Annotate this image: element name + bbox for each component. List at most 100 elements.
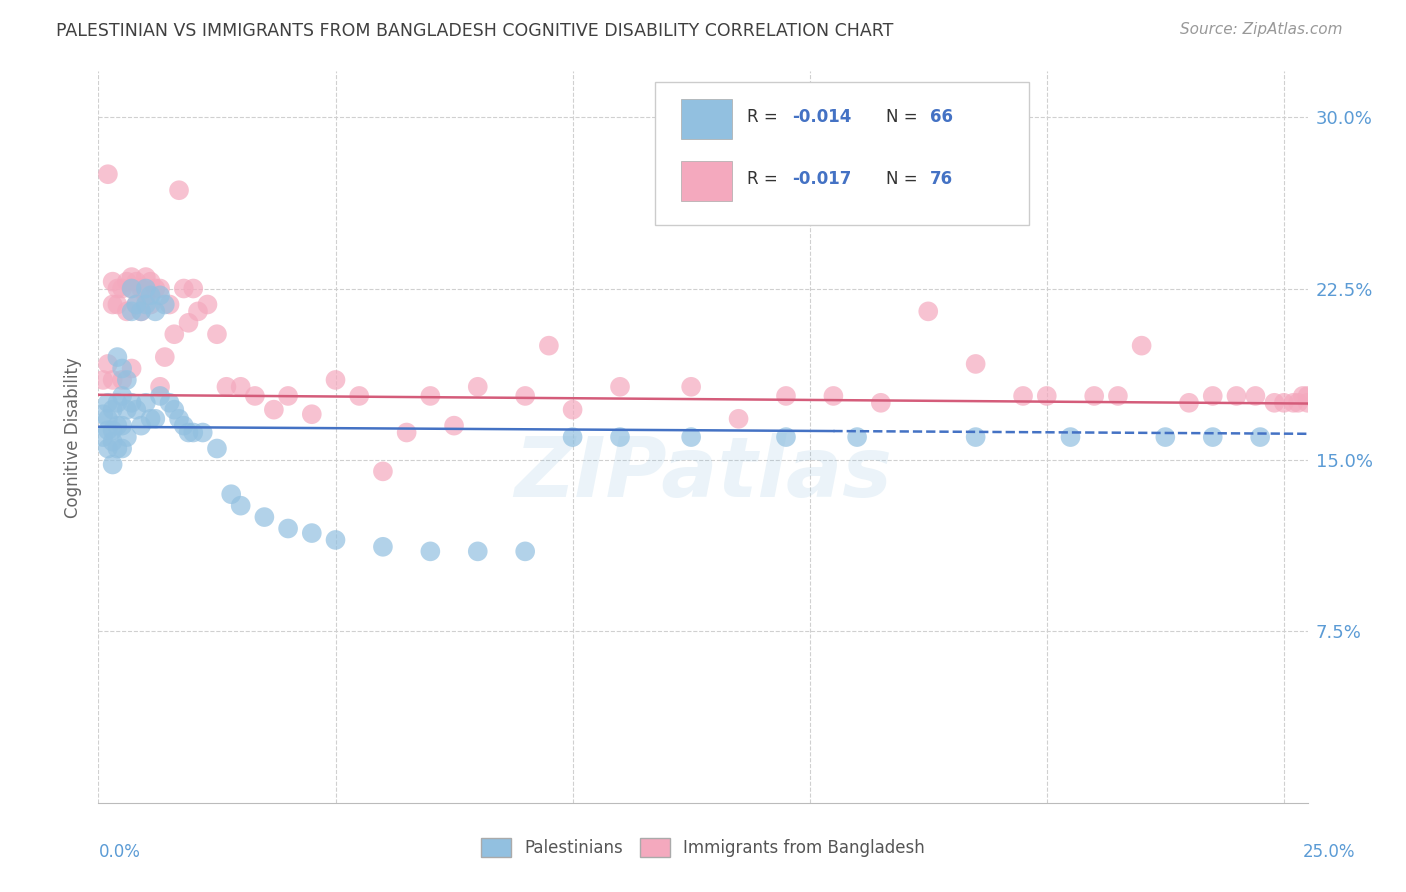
Point <box>135 396 157 410</box>
Point <box>111 442 134 456</box>
Point <box>1225 389 1247 403</box>
Point <box>139 288 162 302</box>
Text: N =: N = <box>886 169 922 188</box>
Point <box>1282 396 1305 410</box>
Point <box>515 389 537 403</box>
Text: -0.014: -0.014 <box>793 109 852 127</box>
Point <box>609 380 631 394</box>
Point <box>443 418 465 433</box>
Point <box>111 361 134 376</box>
Point <box>125 402 148 417</box>
Legend: Palestinians, Immigrants from Bangladesh: Palestinians, Immigrants from Bangladesh <box>474 831 932 864</box>
Point <box>111 281 134 295</box>
Text: R =: R = <box>747 109 783 127</box>
Point <box>823 389 845 403</box>
Point <box>537 338 560 352</box>
Point <box>101 423 124 437</box>
Point <box>1249 430 1271 444</box>
Point <box>467 544 489 558</box>
Point <box>197 297 219 311</box>
Point <box>101 275 124 289</box>
Point <box>91 430 114 444</box>
Point <box>167 183 190 197</box>
Point <box>135 297 157 311</box>
Point <box>111 373 134 387</box>
Text: 0.0%: 0.0% <box>98 843 141 861</box>
Point <box>111 389 134 403</box>
Point <box>263 402 285 417</box>
Point <box>467 380 489 394</box>
Point <box>139 412 162 426</box>
Point <box>121 270 143 285</box>
Point <box>129 418 152 433</box>
Text: N =: N = <box>886 109 922 127</box>
Point <box>115 430 138 444</box>
Point <box>301 407 323 421</box>
Text: R =: R = <box>747 169 783 188</box>
Point <box>149 288 172 302</box>
Point <box>121 361 143 376</box>
Point <box>105 297 128 311</box>
Point <box>163 402 186 417</box>
Point <box>347 389 370 403</box>
Point <box>187 304 209 318</box>
Point <box>609 430 631 444</box>
Point <box>1296 389 1319 403</box>
Point <box>115 402 138 417</box>
Point <box>153 297 176 311</box>
Point <box>97 423 120 437</box>
Point <box>135 270 157 285</box>
Point <box>775 389 797 403</box>
Point <box>229 380 252 394</box>
Point <box>91 373 114 387</box>
Point <box>277 521 299 535</box>
Point <box>215 380 238 394</box>
Point <box>159 396 181 410</box>
Point <box>97 442 120 456</box>
Point <box>846 430 869 444</box>
Point <box>243 389 266 403</box>
Point <box>139 297 162 311</box>
Point <box>1202 389 1225 403</box>
Y-axis label: Cognitive Disability: Cognitive Disability <box>65 357 83 517</box>
Point <box>191 425 214 440</box>
Point <box>1286 396 1309 410</box>
Text: 66: 66 <box>931 109 953 127</box>
Point <box>167 412 190 426</box>
Point <box>115 304 138 318</box>
Point <box>965 357 987 371</box>
Text: PALESTINIAN VS IMMIGRANTS FROM BANGLADESH COGNITIVE DISABILITY CORRELATION CHART: PALESTINIAN VS IMMIGRANTS FROM BANGLADES… <box>56 22 894 40</box>
Point <box>149 380 172 394</box>
Point <box>1296 396 1319 410</box>
Point <box>205 327 228 342</box>
Point <box>1263 396 1285 410</box>
Point <box>1059 430 1081 444</box>
Point <box>1154 430 1177 444</box>
Point <box>1083 389 1105 403</box>
Point <box>515 544 537 558</box>
Point <box>173 281 195 295</box>
FancyBboxPatch shape <box>655 82 1029 225</box>
Point <box>325 533 347 547</box>
Point <box>97 167 120 181</box>
Point <box>159 297 181 311</box>
Point <box>371 464 394 478</box>
Point <box>121 281 143 295</box>
Point <box>121 396 143 410</box>
Text: Source: ZipAtlas.com: Source: ZipAtlas.com <box>1180 22 1343 37</box>
Point <box>205 442 228 456</box>
Point <box>253 510 276 524</box>
Point <box>129 304 152 318</box>
Point <box>129 281 152 295</box>
Point <box>1178 396 1201 410</box>
Point <box>301 526 323 541</box>
Point <box>143 304 166 318</box>
Point <box>125 275 148 289</box>
Point <box>101 458 124 472</box>
Point <box>325 373 347 387</box>
Point <box>419 544 441 558</box>
Point <box>115 373 138 387</box>
Point <box>229 499 252 513</box>
Point <box>105 281 128 295</box>
Point <box>121 281 143 295</box>
